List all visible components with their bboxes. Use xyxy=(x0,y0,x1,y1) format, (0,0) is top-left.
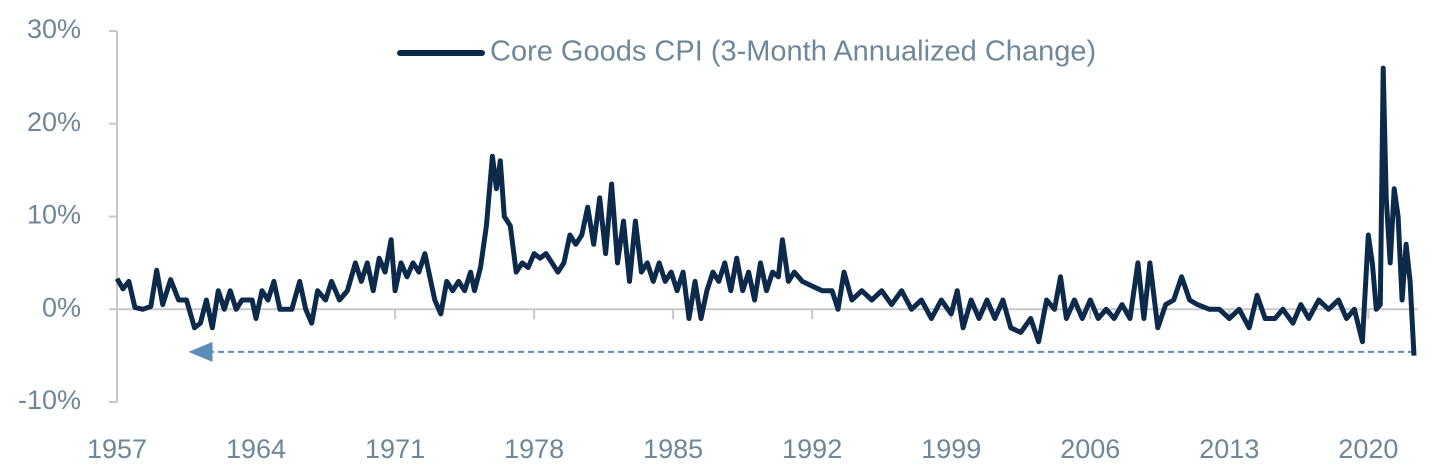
y-tick-label: 0% xyxy=(42,292,81,322)
y-tick-label: -10% xyxy=(18,385,81,415)
arrow-head xyxy=(188,341,213,362)
y-tick-label: 30% xyxy=(27,14,81,44)
x-tick-label: 1992 xyxy=(782,434,842,464)
x-tick-label: 2020 xyxy=(1338,434,1398,464)
x-tick-label: 1971 xyxy=(365,434,425,464)
x-tick-label: 1957 xyxy=(87,434,147,464)
legend-label: Core Goods CPI (3-Month Annualized Chang… xyxy=(490,36,1096,68)
y-tick-label: 10% xyxy=(27,200,81,230)
data-line xyxy=(114,65,1417,356)
x-tick-label: 1985 xyxy=(643,434,703,464)
x-tick-label: 2013 xyxy=(1199,434,1259,464)
x-tick-label: 1978 xyxy=(504,434,564,464)
x-tick-label: 1964 xyxy=(226,434,286,464)
y-tick-label: 20% xyxy=(27,107,81,137)
x-tick-label: 1999 xyxy=(921,434,981,464)
x-tick-label: 2006 xyxy=(1060,434,1120,464)
